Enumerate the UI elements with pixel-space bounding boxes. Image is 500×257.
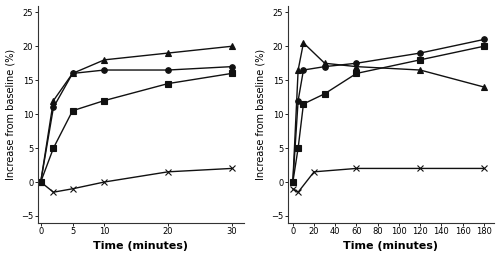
X-axis label: Time (minutes): Time (minutes) xyxy=(344,241,438,251)
X-axis label: Time (minutes): Time (minutes) xyxy=(94,241,188,251)
Y-axis label: Increase from baseline (%): Increase from baseline (%) xyxy=(256,49,266,180)
Y-axis label: Increase from baseline (%): Increase from baseline (%) xyxy=(6,49,16,180)
